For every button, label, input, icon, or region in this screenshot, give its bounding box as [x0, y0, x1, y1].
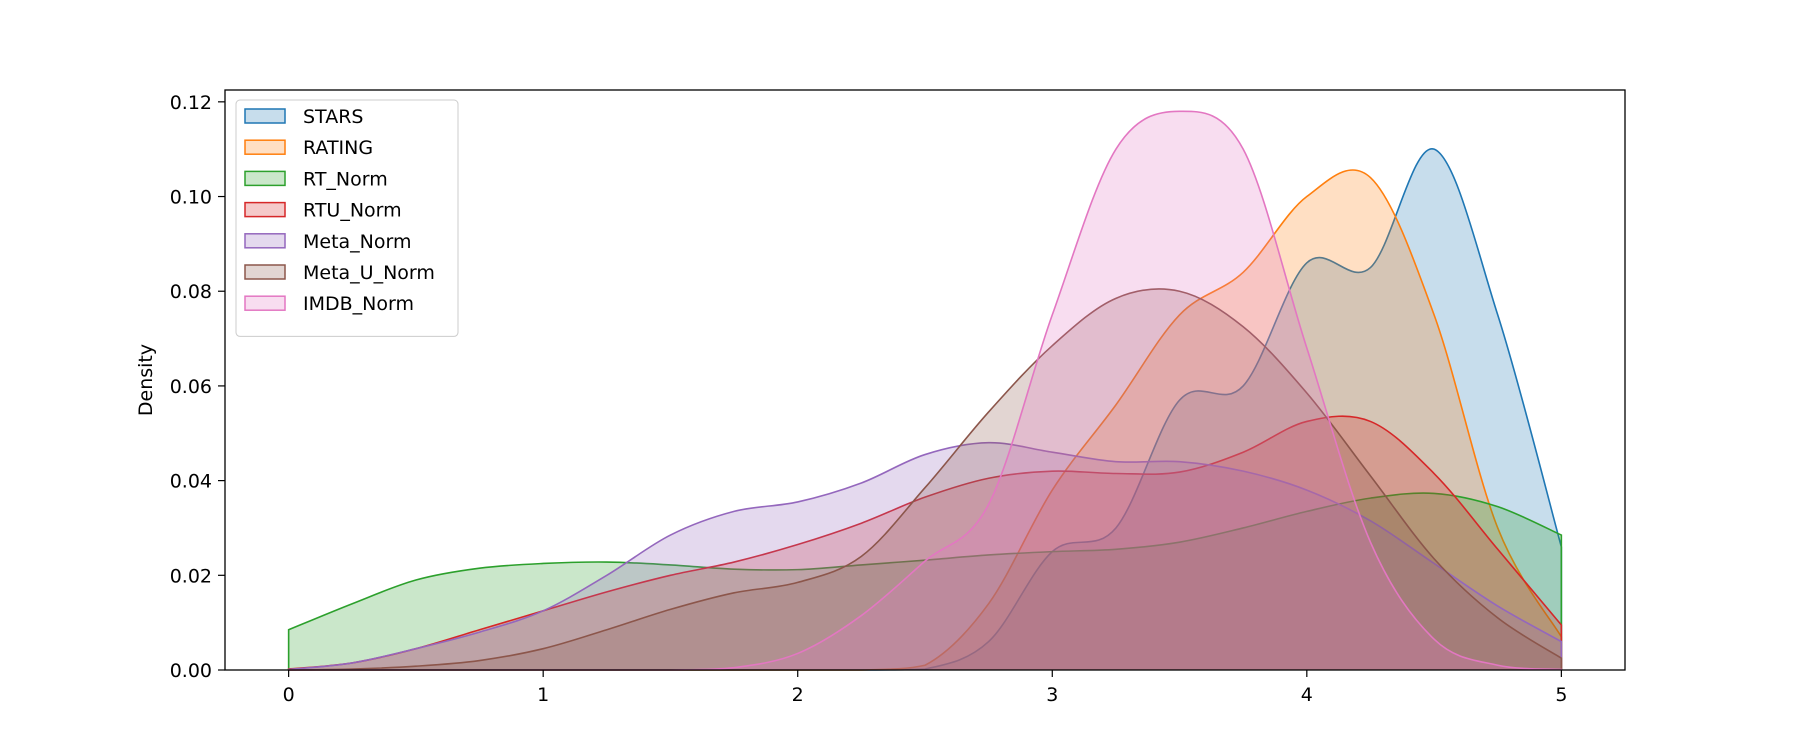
axes-frame	[224, 89, 1626, 671]
series-area-meta-u-norm	[288, 288, 1562, 670]
x-axis: 0 1 2 3 4 5	[283, 670, 1567, 706]
legend-item-rating: RATING	[244, 137, 373, 159]
legend-item-imdb-norm: IMDB_Norm	[244, 293, 414, 315]
series-area-rtu-norm	[288, 416, 1562, 670]
y-tick-label: 0.02	[170, 565, 212, 587]
legend-item-rtu-norm: RTU_Norm	[244, 200, 402, 222]
y-tick-label: 0.06	[170, 376, 212, 398]
plot-area	[287, 110, 1563, 671]
legend-swatch	[244, 264, 286, 280]
y-axis-label: Density	[135, 344, 157, 416]
series-area-imdb-norm	[288, 111, 1562, 670]
series-area-meta-norm	[288, 442, 1562, 670]
legend-item-meta-u-norm: Meta_U_Norm	[244, 262, 435, 284]
legend-swatch	[244, 108, 286, 124]
legend-box	[235, 99, 459, 337]
legend-swatch	[244, 201, 286, 218]
legend-label: RT_Norm	[303, 168, 388, 190]
x-tick-label: 0	[283, 684, 295, 706]
legend-label: STARS	[303, 106, 363, 128]
legend-item-rt-norm: RT_Norm	[244, 168, 388, 190]
y-tick-label: 0.10	[170, 187, 212, 209]
x-tick-label: 3	[1046, 684, 1058, 706]
y-tick-label: 0.04	[170, 471, 212, 493]
y-tick-label: 0.00	[170, 660, 212, 682]
legend: STARS RATING RT_Norm RTU_Norm Meta_Norm Meta_…	[235, 99, 459, 337]
legend-label: RTU_Norm	[303, 200, 402, 222]
legend-swatch	[244, 295, 286, 311]
y-tick-label: 0.12	[170, 92, 212, 114]
x-tick-label: 1	[537, 684, 549, 706]
x-tick-label: 2	[792, 684, 804, 706]
x-tick-label: 4	[1301, 684, 1313, 706]
legend-label: Meta_U_Norm	[303, 262, 435, 284]
legend-swatch	[244, 233, 286, 249]
series-area-rating	[288, 169, 1562, 670]
legend-label: RATING	[303, 137, 373, 159]
legend-swatch	[244, 170, 286, 187]
series-area-stars	[288, 148, 1562, 670]
legend-item-stars: STARS	[244, 106, 363, 128]
legend-item-meta-norm: Meta_Norm	[244, 231, 412, 253]
x-tick-label: 5	[1555, 684, 1567, 706]
y-tick-label: 0.08	[170, 281, 212, 303]
series-line-meta-norm	[287, 441, 1563, 671]
y-axis: 0.00 0.02 0.04 0.06 0.08 0.10 0.12	[170, 92, 225, 682]
legend-label: Meta_Norm	[303, 231, 412, 253]
series-line-meta-u-norm	[288, 288, 1563, 671]
series-area-rt-norm	[288, 493, 1562, 670]
series-line-rtu-norm	[287, 415, 1563, 670]
legend-label: IMDB_Norm	[303, 293, 414, 315]
series-line-rt-norm	[287, 492, 1563, 670]
legend-swatch	[244, 139, 286, 155]
